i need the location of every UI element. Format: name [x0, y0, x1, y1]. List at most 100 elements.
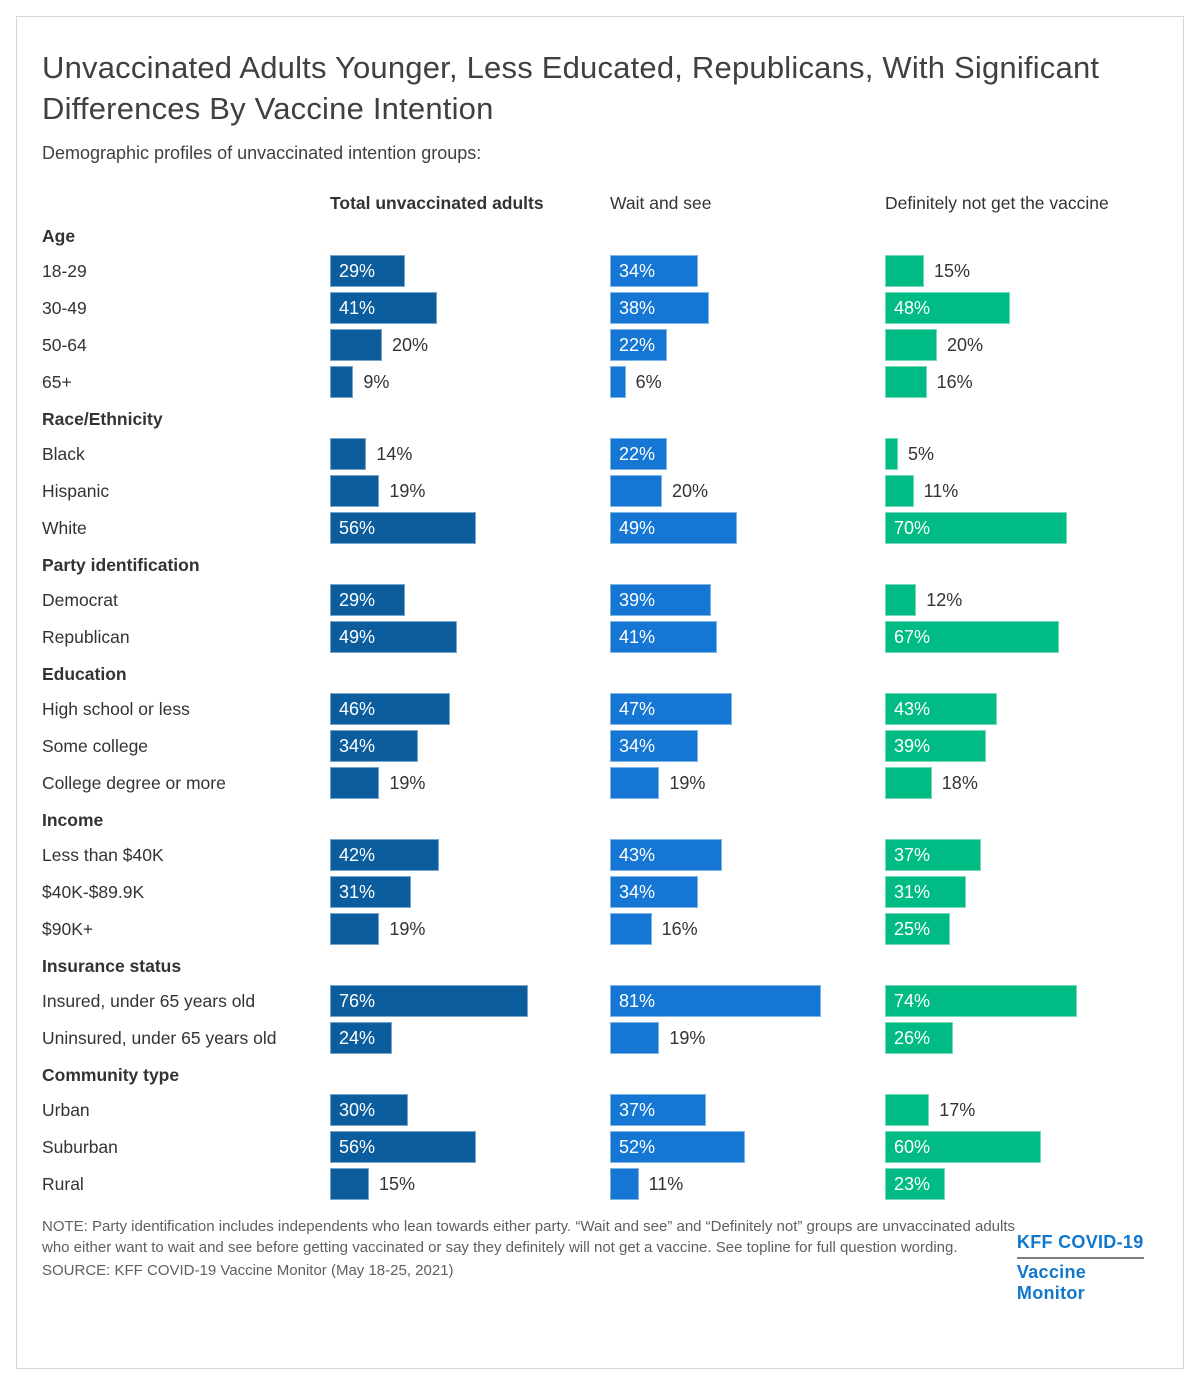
bar: [610, 913, 652, 945]
chart-row: College degree or more 19% 19% 18%: [42, 767, 1158, 799]
row-label: Suburban: [42, 1137, 118, 1157]
bar-cell: 37%: [610, 1094, 885, 1126]
row-label: Insured, under 65 years old: [42, 991, 256, 1011]
row-label: Less than $40K: [42, 845, 164, 865]
bar: [610, 985, 821, 1017]
bar-cell: 67%: [885, 621, 1158, 653]
bar: [610, 584, 712, 616]
row-label: 18-29: [42, 261, 87, 281]
bar: [885, 767, 932, 799]
chart-row: Some college 34% 34% 39%: [42, 730, 1158, 762]
bar: [330, 1131, 476, 1163]
bar-cell: 52%: [610, 1131, 885, 1163]
bar-cell: 25%: [885, 913, 1158, 945]
footnote-block: NOTE: Party identification includes inde…: [42, 1216, 1017, 1304]
chart-row: 30-49 41% 38% 48%: [42, 292, 1158, 324]
row-label: Rural: [42, 1174, 84, 1194]
bar-cell: 43%: [610, 839, 885, 871]
bar: [610, 621, 717, 653]
bar: [330, 839, 440, 871]
legend-row: Total unvaccinated adults Wait and see D…: [42, 191, 1158, 215]
bar-cell: 49%: [610, 512, 885, 544]
row-label: Some college: [42, 736, 149, 756]
bar-cell: 17%: [885, 1094, 1158, 1126]
bar-cell: 20%: [610, 475, 885, 507]
section-header: Age: [42, 226, 76, 246]
bar-value-label: 39%: [619, 590, 656, 610]
row-label: $40K-$89.9K: [42, 882, 145, 902]
bar: [885, 1022, 953, 1054]
logo-line2: Vaccine Monitor: [1016, 1262, 1087, 1303]
bar-value-label: 20%: [392, 335, 429, 355]
bar-cell: 39%: [610, 584, 885, 616]
bar: [885, 693, 997, 725]
bar-value-label: 22%: [619, 335, 656, 355]
bar: [885, 1131, 1041, 1163]
bar-value-label: 19%: [389, 773, 426, 793]
bar: [330, 292, 437, 324]
bar-cell: 24%: [330, 1022, 610, 1054]
row-label: White: [42, 518, 87, 538]
chart-row: 50-64 20% 22% 20%: [42, 329, 1158, 361]
bar-cell: 41%: [330, 292, 610, 324]
chart-row: $90K+ 19% 16% 25%: [42, 913, 1158, 945]
row-label: Democrat: [42, 590, 118, 610]
bar-value-label: 14%: [376, 444, 413, 464]
chart-row: Uninsured, under 65 years old 24% 19% 26%: [42, 1022, 1158, 1054]
row-label: Uninsured, under 65 years old: [42, 1028, 277, 1048]
logo-line1: KFF COVID-19: [1016, 1232, 1144, 1259]
bar-value-label: 34%: [619, 736, 656, 756]
chart-row: Republican 49% 41% 67%: [42, 621, 1158, 653]
bar-value-label: 16%: [661, 919, 698, 939]
source-text: SOURCE: KFF COVID-19 Vaccine Monitor (Ma…: [42, 1262, 454, 1279]
bar: [885, 913, 950, 945]
chart-row: High school or less 46% 47% 43%: [42, 693, 1158, 725]
section-header: Race/Ethnicity: [42, 409, 163, 429]
bar-cell: 19%: [610, 767, 885, 799]
bar-cell: 29%: [330, 584, 610, 616]
bar-cell: 34%: [330, 730, 610, 762]
chart-frame: Unvaccinated Adults Younger, Less Educat…: [16, 16, 1184, 1369]
bar-cell: 37%: [885, 839, 1158, 871]
row-label: Black: [42, 444, 85, 464]
bar: [330, 438, 367, 470]
bar-value-label: 39%: [894, 736, 931, 756]
chart-row: Democrat 29% 39% 12%: [42, 584, 1158, 616]
bar-cell: 39%: [885, 730, 1158, 762]
bar-value-label: 12%: [926, 590, 963, 610]
bar: [330, 985, 528, 1017]
bar-cell: 74%: [885, 985, 1158, 1017]
bar: [885, 1094, 930, 1126]
bar-value-label: 20%: [947, 335, 984, 355]
section-header: Insurance status: [42, 956, 182, 976]
bar-value-label: 17%: [939, 1100, 976, 1120]
bar-value-label: 5%: [908, 444, 935, 464]
bar-cell: 6%: [610, 366, 885, 398]
bar: [610, 1131, 746, 1163]
bar-value-label: 43%: [894, 699, 931, 719]
bar-cell: 16%: [885, 366, 1158, 398]
row-label: 65+: [42, 372, 72, 392]
legend-definitely-not: Definitely not get the vaccine: [885, 193, 1109, 213]
bar-value-label: 6%: [635, 372, 662, 392]
bar: [330, 584, 406, 616]
bar: [330, 730, 419, 762]
bar: [330, 1022, 393, 1054]
bar-cell: 14%: [330, 438, 610, 470]
bar-cell: 19%: [330, 767, 610, 799]
bar-value-label: 49%: [339, 627, 376, 647]
bar-value-label: 18%: [941, 773, 978, 793]
bar-value-label: 20%: [672, 481, 709, 501]
chart-body: Age 18-29 29% 34% 15% 30-49 41% 38% 48% 50-64 20% 2…: [42, 224, 1158, 1200]
bar: [610, 1094, 707, 1126]
bar-cell: 43%: [885, 693, 1158, 725]
chart-row: Insured, under 65 years old 76% 81% 74%: [42, 985, 1158, 1017]
bar-cell: 46%: [330, 693, 610, 725]
bar-value-label: 67%: [894, 627, 931, 647]
legend-wait-and-see: Wait and see: [610, 193, 712, 213]
bar: [610, 329, 668, 361]
bar-cell: 11%: [610, 1168, 885, 1200]
bar-value-label: 49%: [619, 518, 656, 538]
bar-cell: 81%: [610, 985, 885, 1017]
bar-cell: 18%: [885, 767, 1158, 799]
